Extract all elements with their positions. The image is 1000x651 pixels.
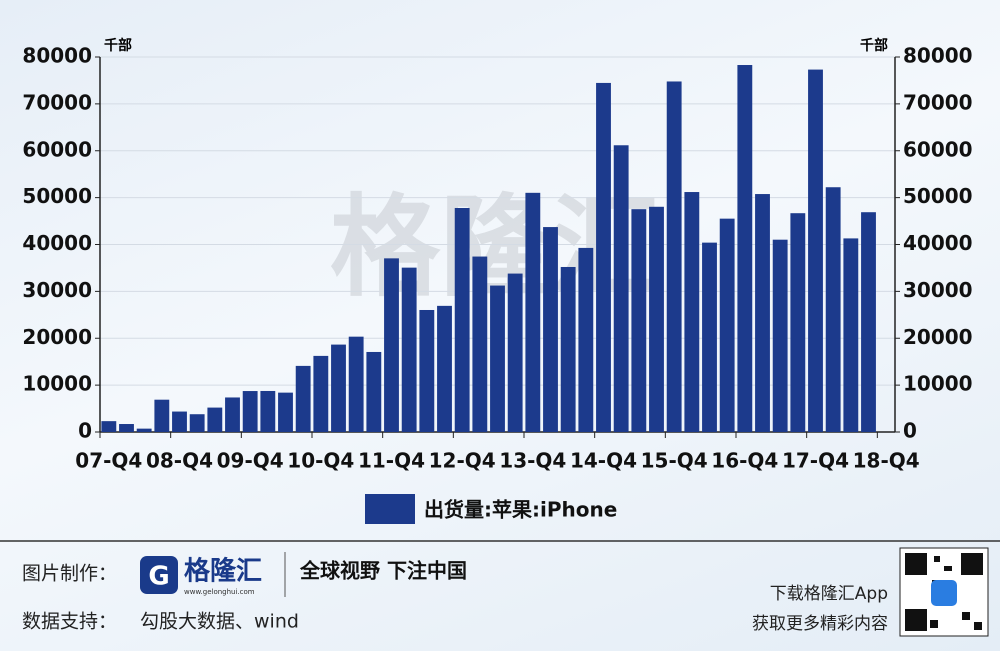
bar: [242, 391, 258, 432]
bar: [737, 65, 753, 432]
bar: [684, 192, 700, 432]
more: 获取更多精彩内容: [752, 614, 888, 634]
x-tick-label: 16-Q4: [711, 449, 778, 473]
bar: [755, 194, 770, 432]
bar: [825, 187, 841, 432]
bar: [472, 256, 488, 432]
bar: [649, 206, 664, 432]
bar: [419, 309, 435, 432]
y-tick-label: 70000: [22, 90, 92, 114]
bar: [437, 305, 452, 432]
source-label: 数据支持：: [22, 611, 117, 633]
y2-tick-label: 70000: [903, 90, 973, 114]
bar: [719, 218, 735, 432]
x-tick-label: 18-Q4: [853, 449, 920, 473]
bar: [702, 242, 717, 432]
x-tick-label: 09-Q4: [217, 449, 284, 473]
y-tick-label: 10000: [22, 372, 92, 396]
bar: [348, 336, 364, 432]
bar: [525, 192, 541, 432]
y2-tick-label: 40000: [903, 231, 973, 255]
bar: [613, 145, 629, 432]
bar: [861, 212, 876, 432]
y2-tick-label: 0: [903, 419, 917, 443]
bar: [384, 258, 399, 432]
bar: [560, 266, 576, 432]
bar: [313, 355, 329, 432]
y-tick-label: 80000: [22, 44, 92, 68]
x-tick-label: 07-Q4: [75, 449, 142, 473]
bar: [331, 344, 346, 432]
qr-logo: [931, 580, 957, 606]
y-tick-label: 20000: [22, 325, 92, 349]
made-by-label: 图片制作：: [22, 563, 117, 585]
bar: [207, 407, 223, 432]
bar: [808, 69, 823, 433]
bar: [631, 209, 647, 432]
bar: [119, 424, 134, 432]
x-tick-label: 17-Q4: [782, 449, 849, 473]
bar: [507, 273, 523, 432]
bar: [154, 399, 170, 432]
bar: [454, 207, 470, 432]
bar: [101, 421, 117, 432]
bar: [225, 397, 240, 432]
x-tick-label: 12-Q4: [429, 449, 496, 473]
bar: [136, 428, 152, 432]
bar: [578, 247, 594, 432]
x-tick-label: 15-Q4: [641, 449, 708, 473]
qr-pattern: [905, 553, 983, 631]
legend-label: 出货量:苹果:iPhone: [424, 498, 617, 522]
logo-text: 格隆汇: [184, 556, 262, 587]
bar: [596, 82, 611, 433]
unit-left: 千部: [104, 37, 132, 54]
logo-icon: [140, 556, 178, 594]
source: 勾股大数据、wind: [140, 611, 299, 633]
y2-tick-label: 10000: [903, 372, 973, 396]
legend-swatch: [365, 494, 415, 524]
x-tick-label: 11-Q4: [358, 449, 425, 473]
bar: [543, 227, 558, 432]
x-tick-label: 13-Q4: [499, 449, 566, 473]
unit-right: 千部: [860, 37, 888, 54]
bar: [189, 414, 205, 432]
bar: [401, 267, 417, 432]
y-tick-label: 50000: [22, 184, 92, 208]
x-tick-label: 14-Q4: [570, 449, 637, 473]
y2-tick-label: 50000: [903, 184, 973, 208]
logo-url: www.gelonghui.com: [184, 588, 255, 596]
y2-tick-label: 80000: [903, 44, 973, 68]
download: 下载格隆汇App: [770, 584, 888, 604]
bar: [772, 239, 788, 432]
y2-tick-label: 60000: [903, 137, 973, 161]
bar: [260, 390, 276, 432]
bar: [172, 411, 187, 432]
bar: [666, 81, 682, 432]
bar: [490, 285, 505, 432]
logo-g: G: [148, 562, 169, 592]
slogan: 全球视野 下注中国: [299, 559, 467, 583]
x-tick-label: 10-Q4: [287, 449, 354, 473]
y2-tick-label: 20000: [903, 325, 973, 349]
y-tick-label: 30000: [22, 278, 92, 302]
y-tick-label: 0: [78, 419, 92, 443]
y-tick-label: 40000: [22, 231, 92, 255]
bar: [366, 351, 382, 432]
x-tick-label: 08-Q4: [146, 449, 213, 473]
bar: [843, 238, 859, 432]
bar: [790, 213, 806, 432]
y2-tick-label: 30000: [903, 278, 973, 302]
bar: [278, 392, 293, 432]
y-tick-label: 60000: [22, 137, 92, 161]
bar: [295, 365, 311, 432]
